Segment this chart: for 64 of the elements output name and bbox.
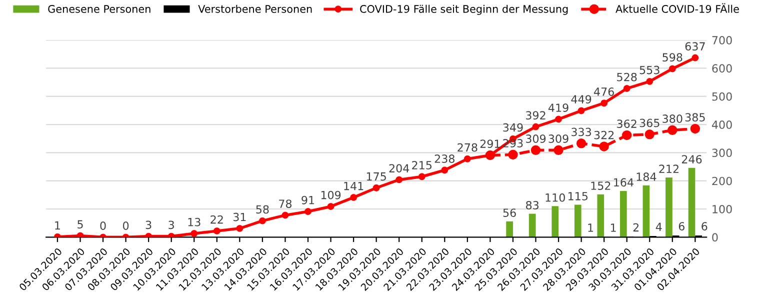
- data-label: 309: [548, 134, 568, 143]
- data-label: 6: [678, 222, 684, 230]
- data-label: 553: [640, 66, 660, 74]
- data-label: 4: [656, 222, 662, 231]
- data-label: 476: [594, 87, 614, 96]
- data-label: 204: [389, 164, 410, 172]
- data-label: 1: [610, 224, 616, 232]
- data-label: 115: [568, 192, 588, 200]
- data-label: 419: [548, 104, 568, 112]
- data-label: 6: [702, 222, 708, 230]
- data-label: 91: [302, 196, 314, 204]
- data-label: 56: [503, 208, 516, 217]
- data-label: 309: [526, 134, 546, 143]
- data-label: 215: [412, 160, 432, 170]
- y-tick-label: 0: [712, 233, 718, 242]
- data-label: 110: [546, 193, 565, 202]
- data-label: 212: [659, 164, 678, 173]
- data-label: 184: [636, 172, 656, 181]
- y-tick-label: 700: [712, 36, 732, 44]
- y-tick-label: 400: [712, 120, 732, 129]
- data-label: 164: [614, 178, 634, 187]
- y-tick-label: 500: [712, 92, 732, 101]
- data-label: 141: [344, 182, 364, 190]
- data-label: 109: [321, 190, 341, 200]
- data-label: 1: [55, 221, 60, 230]
- data-label: 449: [571, 95, 592, 104]
- data-label: 362: [617, 120, 636, 128]
- data-label: 291: [480, 140, 500, 148]
- data-label: 246: [682, 155, 702, 164]
- data-label: 392: [526, 111, 546, 120]
- y-tick-label: 600: [712, 64, 732, 73]
- data-label: 365: [640, 118, 660, 128]
- data-label: 278: [458, 143, 478, 152]
- data-label: 385: [685, 113, 705, 122]
- data-label: 152: [591, 182, 610, 190]
- data-label: 322: [594, 130, 614, 140]
- data-label: 13: [188, 218, 200, 226]
- y-tick-label: 200: [712, 176, 732, 186]
- data-label: 333: [572, 128, 592, 136]
- data-label: 1: [588, 224, 594, 232]
- data-label: 637: [685, 42, 705, 51]
- data-label: 0: [100, 222, 106, 230]
- legend-label: COVID-19 Fälle seit Beginn der Messung: [360, 4, 568, 15]
- data-label: 83: [526, 200, 539, 210]
- data-label: 22: [210, 215, 223, 224]
- data-label: 0: [122, 222, 129, 230]
- data-label: 238: [434, 154, 454, 163]
- data-label: 31: [233, 212, 246, 222]
- legend-label: Verstorbene Personen: [198, 4, 312, 13]
- y-tick-label: 300: [712, 148, 732, 158]
- y-tick-label: 100: [712, 204, 732, 214]
- data-label: 58: [256, 205, 269, 214]
- data-label: 598: [662, 53, 682, 62]
- data-label: 3: [146, 220, 152, 230]
- data-label: 78: [279, 200, 292, 208]
- data-label: 2: [633, 223, 638, 232]
- legend-label: Aktuelle COVID-19 FÄlle: [616, 3, 739, 13]
- data-label: 175: [366, 172, 386, 181]
- data-label: 5: [78, 220, 83, 229]
- data-label: 3: [168, 220, 174, 230]
- data-label: 528: [617, 72, 637, 82]
- legend-label: Genesene Personen: [48, 5, 150, 13]
- data-label: 380: [662, 114, 682, 123]
- data-label: 349: [503, 123, 523, 132]
